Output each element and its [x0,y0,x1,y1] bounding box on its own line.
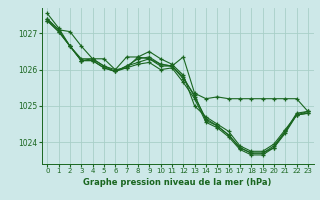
X-axis label: Graphe pression niveau de la mer (hPa): Graphe pression niveau de la mer (hPa) [84,178,272,187]
